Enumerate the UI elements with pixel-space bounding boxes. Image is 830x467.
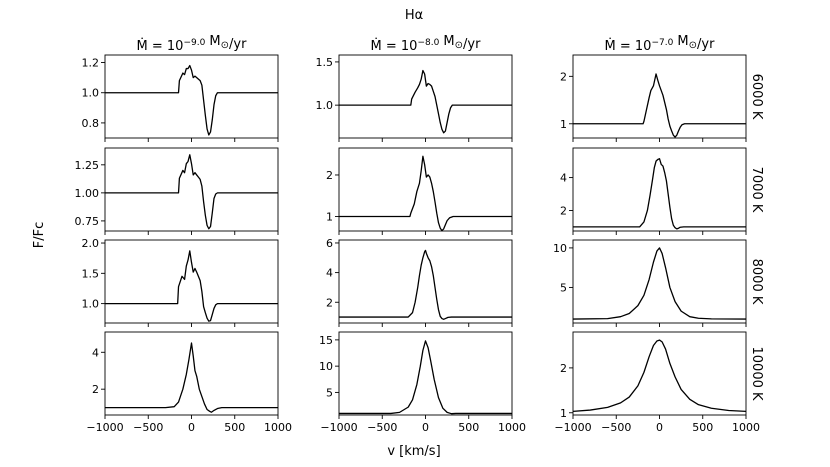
panel-r2-c3-ytick-label: 4 bbox=[560, 172, 567, 185]
row-label-2: 7000 K bbox=[749, 167, 764, 213]
panel-r4-c3-xtick-label: 1000 bbox=[732, 421, 760, 434]
panel-r1-c3-frame bbox=[572, 54, 747, 139]
column-title-3: Ṁ = 10−7.0 M⊙/yr bbox=[605, 34, 716, 54]
panel-r4-c1-line bbox=[105, 342, 278, 413]
panel-r3-c2-ytick-label: 2 bbox=[326, 296, 333, 309]
panel-r3-c1-ytick-label: 2.0 bbox=[82, 237, 100, 250]
panel-r4-c1-xtick-label: 500 bbox=[224, 421, 245, 434]
panel-r1-c2-ytick-label: 1.0 bbox=[316, 99, 334, 112]
panel-r4-c3-frame bbox=[572, 331, 747, 416]
panel-r4-c2-ytick-label: 10 bbox=[319, 360, 333, 373]
panel-r4-c2-ytick-label: 5 bbox=[326, 386, 333, 399]
panel-r4-c2-ytick-label: 15 bbox=[319, 334, 333, 347]
panel-r4-c1-xtick-label: −500 bbox=[133, 421, 163, 434]
panel-r2-c2-ytick-label: 2 bbox=[326, 169, 333, 182]
panel-r4-c1-xtick-label: −1000 bbox=[86, 421, 123, 434]
panel-r3-c2-ytick-label: 4 bbox=[326, 267, 333, 280]
panel-r2-c1-ytick-label: 0.75 bbox=[75, 215, 100, 228]
column-title-2: Ṁ = 10−8.0 M⊙/yr bbox=[371, 34, 482, 54]
panel-r1-c2-line bbox=[339, 69, 512, 134]
panel-r1-c1-ytick-label: 0.8 bbox=[82, 117, 100, 130]
panel-r3-c1-ytick-label: 1.0 bbox=[82, 298, 100, 311]
panel-r2-c3-ytick-label: 2 bbox=[560, 204, 567, 217]
panel-r4-c1-ytick-label: 4 bbox=[92, 346, 99, 359]
panel-r4-c2-xtick-label: 1000 bbox=[498, 421, 526, 434]
panel-r1-c1-frame bbox=[104, 54, 279, 139]
panel-r4-c3-ytick-label: 1 bbox=[560, 407, 567, 420]
panel-r4-c2-xtick-label: 0 bbox=[422, 421, 429, 434]
panel-r4-c2-frame bbox=[338, 331, 513, 416]
panel-r2-c2-line bbox=[339, 155, 512, 232]
panel-r2-c2-frame bbox=[338, 147, 513, 232]
column-title-1: Ṁ = 10−9.0 M⊙/yr bbox=[137, 34, 248, 54]
x-axis-label: v [km/s] bbox=[387, 444, 440, 459]
row-label-4: 10000 K bbox=[749, 346, 764, 400]
panel-r3-c3-ytick-label: 5 bbox=[560, 281, 567, 294]
panel-r4-c1-ytick-label: 2 bbox=[92, 383, 99, 396]
panel-r2-c3-line bbox=[573, 158, 746, 230]
panel-r2-c1-line bbox=[105, 154, 278, 230]
panel-r2-c1-ytick-label: 1.00 bbox=[75, 187, 100, 200]
panel-r1-c3-ytick-label: 2 bbox=[560, 70, 567, 83]
panel-r4-c2-xtick-label: 500 bbox=[458, 421, 479, 434]
panel-r4-c3-xtick-label: −500 bbox=[601, 421, 631, 434]
figure-title: Hα bbox=[405, 8, 423, 23]
panel-r4-c3-ytick-label: 2 bbox=[560, 362, 567, 375]
panel-r3-c1-line bbox=[105, 250, 278, 322]
panel-r4-c2-xtick-label: −500 bbox=[367, 421, 397, 434]
row-label-1: 6000 K bbox=[749, 74, 764, 120]
panel-r1-c2-frame bbox=[338, 54, 513, 139]
panel-r3-c1-frame bbox=[104, 239, 279, 324]
panel-r4-c1-xtick-label: 1000 bbox=[264, 421, 292, 434]
panel-r1-c1-line bbox=[105, 64, 278, 136]
row-label-3: 8000 K bbox=[749, 259, 764, 305]
panel-r1-c1-ytick-label: 1.0 bbox=[82, 87, 100, 100]
panel-r3-c2-line bbox=[339, 249, 512, 320]
panel-r3-c3-line bbox=[572, 247, 747, 320]
panel-r4-c3-xtick-label: 0 bbox=[656, 421, 663, 434]
y-axis-label: F/Fc bbox=[32, 222, 47, 248]
panel-r1-c3-line bbox=[573, 73, 746, 138]
panel-r3-c3-frame bbox=[572, 239, 747, 324]
panel-r4-c3-xtick-label: 500 bbox=[692, 421, 713, 434]
panel-r3-c1-ytick-label: 1.5 bbox=[82, 267, 100, 280]
panel-r4-c2-line bbox=[339, 340, 512, 415]
panel-r1-c2-ytick-label: 1.5 bbox=[316, 56, 334, 69]
panel-r2-c1-ytick-label: 1.25 bbox=[75, 159, 100, 172]
panel-r1-c1-ytick-label: 1.2 bbox=[82, 57, 100, 70]
panel-r4-c2-xtick-label: −1000 bbox=[320, 421, 357, 434]
panel-r4-c1-xtick-label: 0 bbox=[188, 421, 195, 434]
panel-r3-c3-ytick-label: 10 bbox=[553, 242, 567, 255]
panel-grid: Ṁ = 10−9.0 M⊙/yr Ṁ = 10−8.0 M⊙/yr Ṁ = 10−7… bbox=[75, 34, 765, 434]
panel-r3-c2-ytick-label: 6 bbox=[326, 237, 333, 250]
panel-r4-c3-xtick-label: −1000 bbox=[554, 421, 591, 434]
panel-r1-c3-ytick-label: 1 bbox=[560, 118, 567, 131]
panel-r2-c2-ytick-label: 1 bbox=[326, 210, 333, 223]
panel-r4-c3-line bbox=[572, 339, 747, 413]
